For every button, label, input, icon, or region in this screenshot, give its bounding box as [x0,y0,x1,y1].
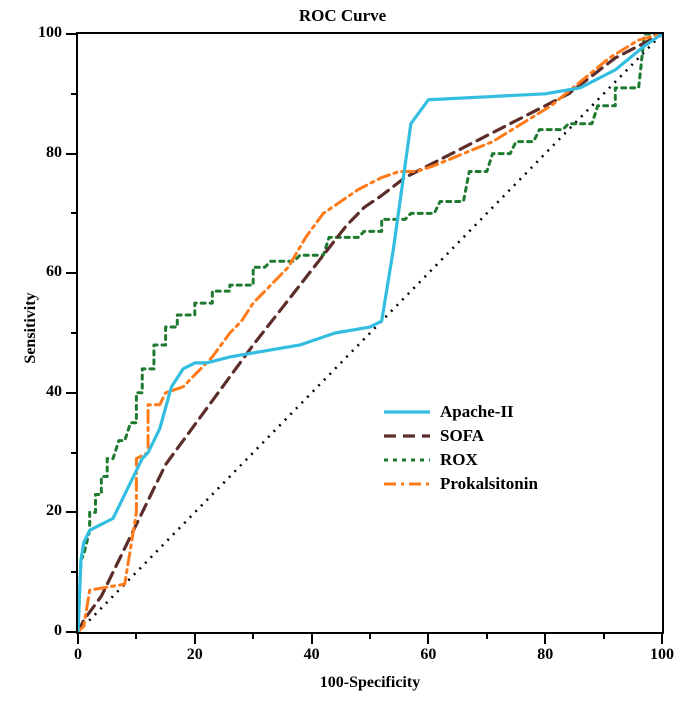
tick-mark [603,634,605,639]
tick-mark [135,634,137,639]
plot-area [76,32,664,634]
legend-label: ROX [440,450,478,470]
tick-mark [66,33,76,35]
tick-mark [486,634,488,639]
legend-swatch [382,450,432,470]
legend: Apache-II SOFA ROX Prokalsitonin [382,402,538,498]
legend-label: Prokalsitonin [440,474,538,494]
legend-row: Prokalsitonin [382,474,538,494]
plot-svg [78,34,662,632]
tick-mark [252,634,254,639]
legend-swatch [382,474,432,494]
tick-label: 80 [22,144,62,162]
tick-mark [661,634,663,644]
tick-label: 100 [22,24,62,42]
legend-row: ROX [382,450,538,470]
x-axis-label: 100-Specificity [76,674,664,692]
legend-label: Apache-II [440,402,514,422]
tick-mark [66,631,76,633]
tick-mark [66,392,76,394]
tick-mark [71,571,76,573]
tick-mark [77,634,79,644]
tick-label: 60 [22,263,62,281]
roc-chart: ROC Curve Sensitivity 100-Specificity Ap… [0,0,685,706]
legend-swatch [382,426,432,446]
tick-mark [71,452,76,454]
tick-mark [66,153,76,155]
tick-mark [66,272,76,274]
tick-mark [66,511,76,513]
tick-mark [71,332,76,334]
tick-mark [311,634,313,644]
tick-label: 0 [22,622,62,640]
tick-label: 40 [22,383,62,401]
tick-mark [71,212,76,214]
tick-mark [369,634,371,639]
tick-mark [71,93,76,95]
tick-label: 0 [58,646,98,664]
tick-mark [544,634,546,644]
y-axis-label: Sensitivity [22,278,40,378]
tick-label: 40 [292,646,332,664]
chart-title: ROC Curve [0,6,685,26]
tick-label: 100 [642,646,682,664]
legend-label: SOFA [440,426,484,446]
tick-mark [194,634,196,644]
legend-swatch [382,402,432,422]
legend-row: SOFA [382,426,538,446]
tick-label: 20 [175,646,215,664]
tick-label: 80 [525,646,565,664]
tick-mark [427,634,429,644]
legend-row: Apache-II [382,402,538,422]
tick-label: 20 [22,502,62,520]
tick-label: 60 [408,646,448,664]
